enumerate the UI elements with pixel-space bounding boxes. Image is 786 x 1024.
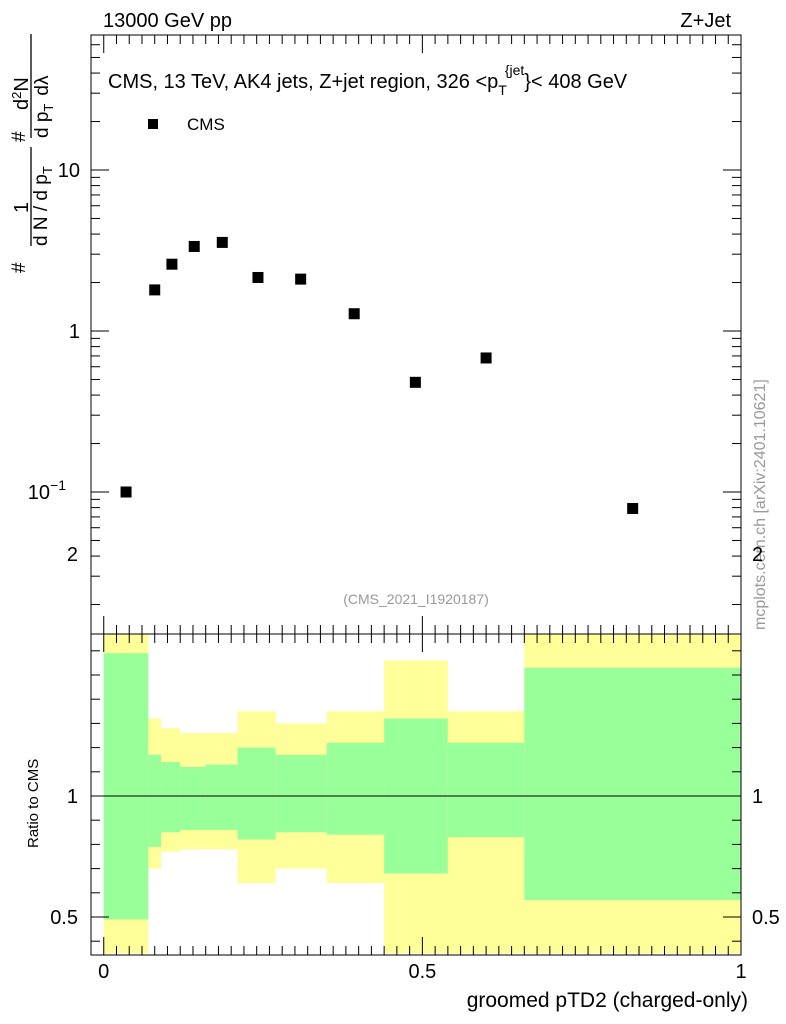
cms-data-point — [252, 271, 264, 283]
ratio-inner-band-bin — [447, 742, 525, 838]
cms-data-point — [188, 240, 200, 252]
ratio-plot-panel: 0.5 0.51 12 2 0 0.5 1 — [50, 544, 780, 983]
y-label-dn-dpt: d N / d p — [31, 174, 52, 246]
plot-description-sub: T — [498, 82, 507, 98]
y-label-hash-top: # — [9, 262, 30, 273]
ratio-inner-band-bin — [103, 653, 149, 920]
ratio-y-tick-label-right: 1 — [752, 786, 763, 808]
x-tick-label: 0.5 — [408, 961, 436, 983]
y-label-hash: # — [9, 131, 30, 142]
y-label-d2n-d: d — [11, 99, 33, 110]
main-y-tick-label-base: 10 — [28, 482, 50, 504]
x-tick-label: 0 — [98, 961, 109, 983]
plot-description-close: } — [524, 71, 531, 93]
ratio-y-ticks: 0.5 0.5 1 1 2 2 — [50, 544, 780, 942]
y-label-d2n: d2N — [9, 77, 33, 110]
y-label-d2n-sup: 2 — [9, 92, 24, 99]
ratio-inner-band-bin — [180, 766, 206, 830]
cms-data-point — [295, 273, 307, 285]
ratio-inner-band-bin — [205, 764, 238, 830]
ratio-axis-label: Ratio to CMS — [25, 759, 42, 848]
y-label-one: 1 — [11, 202, 33, 213]
main-y-tick-label: 10−1 — [28, 477, 66, 504]
x-axis-label: groomed pTD2 (charged-only) — [467, 989, 748, 1012]
plot-description: CMS, 13 TeV, AK4 jets, Z+jet region, 326… — [108, 62, 628, 98]
ratio-inner-band-bin — [161, 762, 181, 833]
y-label-dpt: d p — [32, 112, 53, 138]
plot-description-tail: < 408 GeV — [531, 71, 628, 93]
y-label-d2n-n: N — [11, 77, 33, 91]
main-y-tick-label-exp: −1 — [50, 477, 66, 493]
header-energy: 13000 GeV pp — [103, 10, 232, 32]
mcplots-side-label: mcplots.cern.ch [arXiv:2401.10621] — [752, 379, 769, 630]
ratio-y-tick-label: 2 — [67, 544, 78, 566]
plot-description-main: CMS, 13 TeV, AK4 jets, Z+jet region, 326… — [108, 71, 498, 93]
cms-data-points — [120, 236, 639, 514]
main-y-tick-label: 10 — [58, 160, 80, 182]
ratio-y-tick-label: 1 — [67, 786, 78, 808]
header-process: Z+Jet — [680, 10, 731, 32]
ratio-inner-band-bin — [524, 667, 741, 901]
y-label-dn-dpt-sub: T — [40, 166, 55, 174]
x-tick-label: 1 — [735, 961, 746, 983]
main-y-tick-label: 1 — [69, 321, 80, 343]
cms-data-point — [348, 308, 360, 320]
legend-label: CMS — [187, 115, 225, 134]
y-label-dpt-sub: T — [41, 104, 56, 112]
ratio-inner-band-bin — [275, 754, 327, 833]
y-axis-label: # 1 d N / d pT # d2N d pTdλ — [9, 34, 56, 273]
cms-data-point — [409, 376, 421, 388]
main-x-ticks — [103, 35, 742, 634]
legend-marker — [148, 119, 158, 129]
cms-data-point — [216, 236, 228, 248]
cms-data-point — [627, 502, 639, 514]
y-label-dlambda: dλ — [32, 75, 53, 96]
ratio-y-tick-label: 0.5 — [50, 907, 78, 929]
ratio-inner-band-bin — [148, 754, 162, 847]
cms-data-point — [166, 258, 178, 270]
y-label-denominator: d N / d pT — [31, 166, 55, 246]
ratio-plot-frame — [90, 633, 742, 956]
ratio-inner-band-bin — [326, 742, 385, 835]
analysis-id: (CMS_2021_I1920187) — [343, 591, 489, 607]
cms-data-point — [480, 352, 492, 364]
y-label-dpt-dl: d pTdλ — [32, 75, 56, 138]
cms-data-point — [120, 486, 132, 498]
ratio-x-ticks: 0 0.5 1 — [98, 634, 747, 983]
ratio-uncertainty-bands — [103, 634, 741, 954]
ratio-y-tick-label-right: 2 — [752, 544, 763, 566]
plot-description-sup: {jet — [505, 62, 525, 78]
cms-data-point — [149, 284, 161, 296]
ratio-inner-band-bin — [237, 747, 276, 840]
ratio-y-tick-label-right: 0.5 — [752, 907, 780, 929]
